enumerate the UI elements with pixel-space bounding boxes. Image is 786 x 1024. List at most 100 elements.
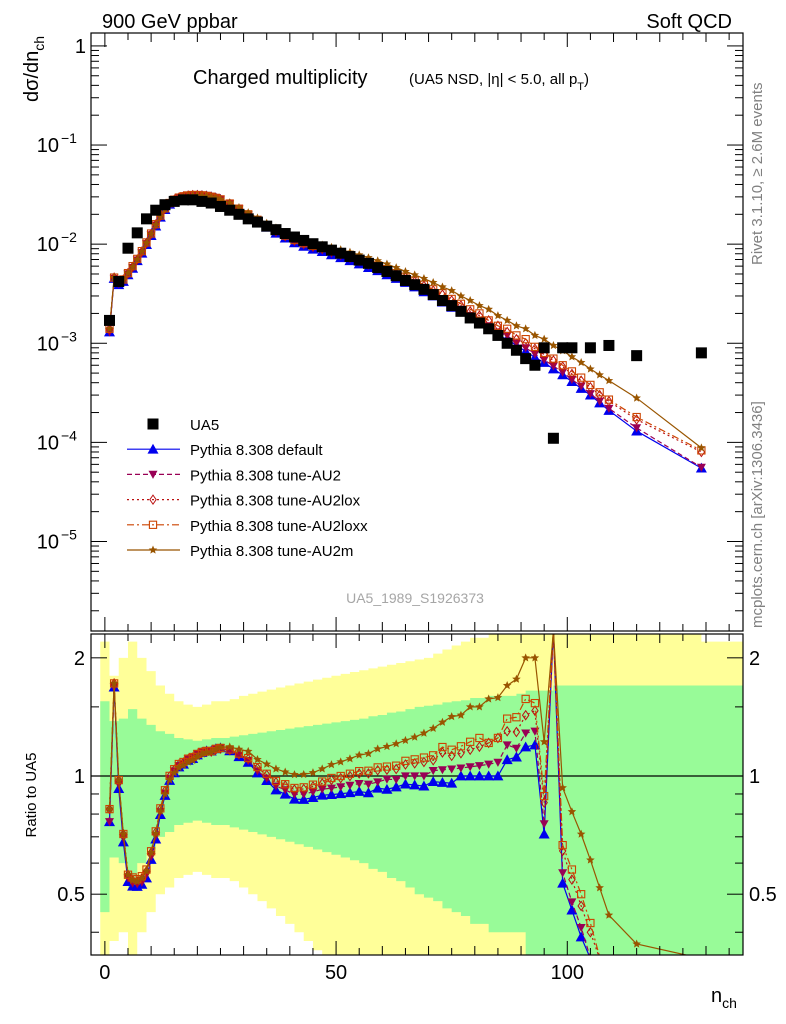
series-point-au2loxx: [586, 380, 595, 390]
ratio-point-default: [362, 787, 374, 798]
series-point-au2m: [428, 278, 438, 287]
data-point-ua5: [473, 317, 485, 329]
ratio-y-label: Ratio to UA5: [23, 752, 40, 837]
data-point-ua5: [298, 234, 310, 246]
legend-label-au2m: Pythia 8.308 tune-AU2m: [190, 543, 353, 560]
series-point-au2m: [465, 296, 475, 305]
ratio-point-au2: [567, 898, 577, 907]
ratio-point-au2m: [632, 939, 641, 948]
data-point-ua5: [159, 199, 171, 211]
ratio-point-default: [520, 741, 532, 752]
ratio-point-au2m: [262, 759, 271, 768]
ratio-point-au2m: [225, 742, 234, 751]
ratio-point-au2loxx: [392, 761, 401, 770]
data-point-ua5: [122, 242, 134, 254]
series-point-au2lox: [586, 381, 595, 393]
data-point-ua5: [103, 314, 115, 326]
series-point-au2m: [151, 220, 161, 229]
ratio-point-au2m: [502, 681, 512, 690]
data-point-ua5: [418, 283, 430, 295]
series-point-au2m: [549, 340, 558, 350]
ratio-point-au2m: [567, 807, 577, 816]
ratio-point-au2m: [465, 702, 475, 711]
ratio-point-au2m: [419, 728, 429, 737]
main-panel: 1 10−1 10−2 10−3 10−4 10 −5 UA5 Pythia 8.308 def…: [37, 32, 744, 632]
data-point-ua5: [501, 337, 513, 349]
series-point-au2lox: [531, 343, 539, 355]
ratio-point-au2loxx: [484, 738, 493, 748]
ratio-point-au2lox: [383, 764, 391, 776]
ratio-point-au2loxx: [438, 742, 447, 752]
series-point-au2loxx: [503, 324, 512, 333]
ratio-point-au2lox: [503, 725, 511, 737]
ratio-point-au2m: [160, 789, 170, 798]
series-point-au2m: [142, 238, 151, 247]
data-point-ua5: [288, 231, 300, 243]
ratio-point-au2loxx: [429, 751, 438, 760]
ratio-point-au2m: [382, 742, 392, 751]
data-point-ua5: [390, 270, 402, 282]
data-point-ua5: [279, 228, 291, 240]
series-point-au2lox: [632, 414, 641, 425]
main-title: Charged multiplicity: [193, 67, 368, 89]
ratio-point-au2loxx: [244, 753, 253, 763]
data-point-ua5: [436, 295, 448, 307]
ratio-point-au2: [308, 788, 318, 797]
data-point-ua5: [492, 329, 504, 341]
legend-marker-ua5: [147, 418, 159, 430]
ratio-point-au2m: [165, 775, 174, 784]
ratio-point-default: [418, 780, 430, 791]
series-point-au2m: [132, 255, 142, 264]
ratio-point-au2loxx: [327, 773, 336, 783]
ratio-point-au2m: [271, 764, 281, 773]
data-point-ua5: [344, 251, 356, 263]
ratio-point-au2m: [211, 744, 221, 754]
ratio-point-au2: [243, 757, 253, 766]
series-point-au2: [696, 463, 706, 472]
ratio-point-default: [436, 776, 448, 787]
series-point-au2m: [697, 443, 706, 452]
ratio-point-au2m: [188, 755, 198, 764]
series-point-au2m: [530, 330, 540, 340]
legend-marker-au2loxx: [148, 520, 158, 529]
series-point-au2: [539, 356, 549, 365]
data-point-ua5: [325, 244, 337, 256]
series-point-au2m: [493, 311, 503, 320]
data-point-ua5: [251, 216, 263, 228]
ratio-point-au2lox: [281, 780, 289, 791]
data-point-ua5: [233, 208, 245, 220]
series-point-au2m: [216, 194, 225, 203]
ratio-point-au2lox: [568, 874, 576, 886]
main-frame: [90, 32, 744, 632]
ratio-point-au2m: [391, 739, 401, 748]
ratio-point-au2loxx: [447, 745, 456, 754]
ratio-point-au2m: [484, 694, 493, 703]
series-point-au2loxx: [475, 309, 484, 318]
ratio-point-au2: [493, 758, 503, 767]
ratio-y-tick-label-right: 1: [749, 766, 760, 788]
series-point-au2m: [438, 282, 447, 291]
data-point-ua5: [362, 257, 374, 269]
ratio-point-au2m: [604, 910, 614, 919]
ratio-point-au2m: [373, 744, 382, 753]
ratio-point-au2m: [114, 775, 124, 784]
legend-marker-au2lox: [149, 494, 157, 505]
ratio-line-au2loxx: [108, 634, 600, 955]
legend-label-au2loxx: Pythia 8.308 tune-AU2loxx: [190, 518, 368, 535]
ratio-point-au2m: [109, 678, 119, 688]
ratio-point-au2: [345, 781, 355, 790]
ratio-point-default: [427, 776, 439, 786]
ratio-point-au2m: [206, 747, 216, 756]
ratio-point-au2m: [530, 653, 540, 662]
ratio-point-au2: [521, 729, 531, 738]
ratio-point-default: [557, 877, 569, 888]
ratio-point-au2m: [447, 712, 456, 721]
ratio-point-au2lox: [484, 737, 493, 749]
ratio-point-au2: [511, 744, 521, 753]
series-point-au2: [576, 382, 586, 391]
ratio-point-au2m: [401, 735, 410, 744]
series-point-au2m: [105, 324, 114, 333]
ratio-point-au2m: [354, 750, 364, 759]
ratio-point-au2m: [336, 757, 345, 766]
ratio-point-au2m: [280, 767, 290, 776]
